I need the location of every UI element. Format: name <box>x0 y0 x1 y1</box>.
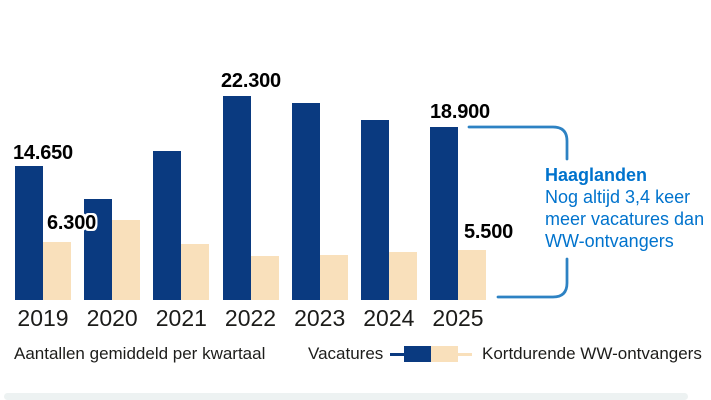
year-label-2022: 2022 <box>224 305 277 331</box>
vacatures-bar-2020 <box>84 199 113 300</box>
ww-bar-2022 <box>250 256 279 300</box>
value-label-vacatures-2025: 18.900 <box>430 101 490 123</box>
chart-note: Aantallen gemiddeld per kwartaal <box>14 344 266 363</box>
year-label-2021: 2021 <box>155 305 207 331</box>
value-label-ww-2025: 5.500 <box>464 221 514 243</box>
annotation-text: Haaglanden Nog altijd 3,4 keer meer vaca… <box>545 164 704 252</box>
annotation-line: WW-ontvangers <box>545 231 674 251</box>
annotation-line: meer vacatures dan <box>545 209 705 229</box>
ww-bar-2024 <box>388 252 417 300</box>
year-label-2025: 2025 <box>432 305 484 331</box>
ww-bar-2019 <box>43 242 71 300</box>
legend-swatch-ww <box>431 346 458 362</box>
legend-swatch-vacatures <box>404 346 431 362</box>
vacatures-bar-2021 <box>153 150 182 300</box>
year-label-2024: 2024 <box>363 305 415 331</box>
legend-line-ww <box>458 353 472 356</box>
vacatures-bar-2022 <box>222 96 251 300</box>
value-label-vacatures-2019: 14.650 <box>13 142 73 164</box>
ww-bar-2021 <box>181 244 210 300</box>
year-label-2023: 2023 <box>294 305 346 331</box>
legend-line-vacatures <box>390 353 404 356</box>
vacatures-bar-2024 <box>360 119 389 300</box>
legend-label-ww: Kortdurende WW-ontvangers <box>482 344 702 363</box>
legend-label-vacatures: Vacatures <box>308 344 384 363</box>
vacatures-bar-2019 <box>15 165 43 300</box>
value-label-vacatures-2022: 22.300 <box>221 70 281 92</box>
annotation-line: Nog altijd 3,4 keer <box>545 187 691 207</box>
annotation-title: Haaglanden <box>545 165 648 185</box>
ww-bar-2020 <box>112 220 141 300</box>
vacatures-bar-2025 <box>430 127 459 300</box>
value-label-ww-2019: 6.300 <box>47 212 97 234</box>
vacatures-bar-2023 <box>291 103 320 300</box>
ww-bar-2023 <box>319 255 348 300</box>
year-label-2020: 2020 <box>86 305 138 331</box>
bottom-divider <box>4 393 688 400</box>
year-label-2019: 2019 <box>17 305 69 331</box>
ww-bar-2025 <box>458 249 487 300</box>
